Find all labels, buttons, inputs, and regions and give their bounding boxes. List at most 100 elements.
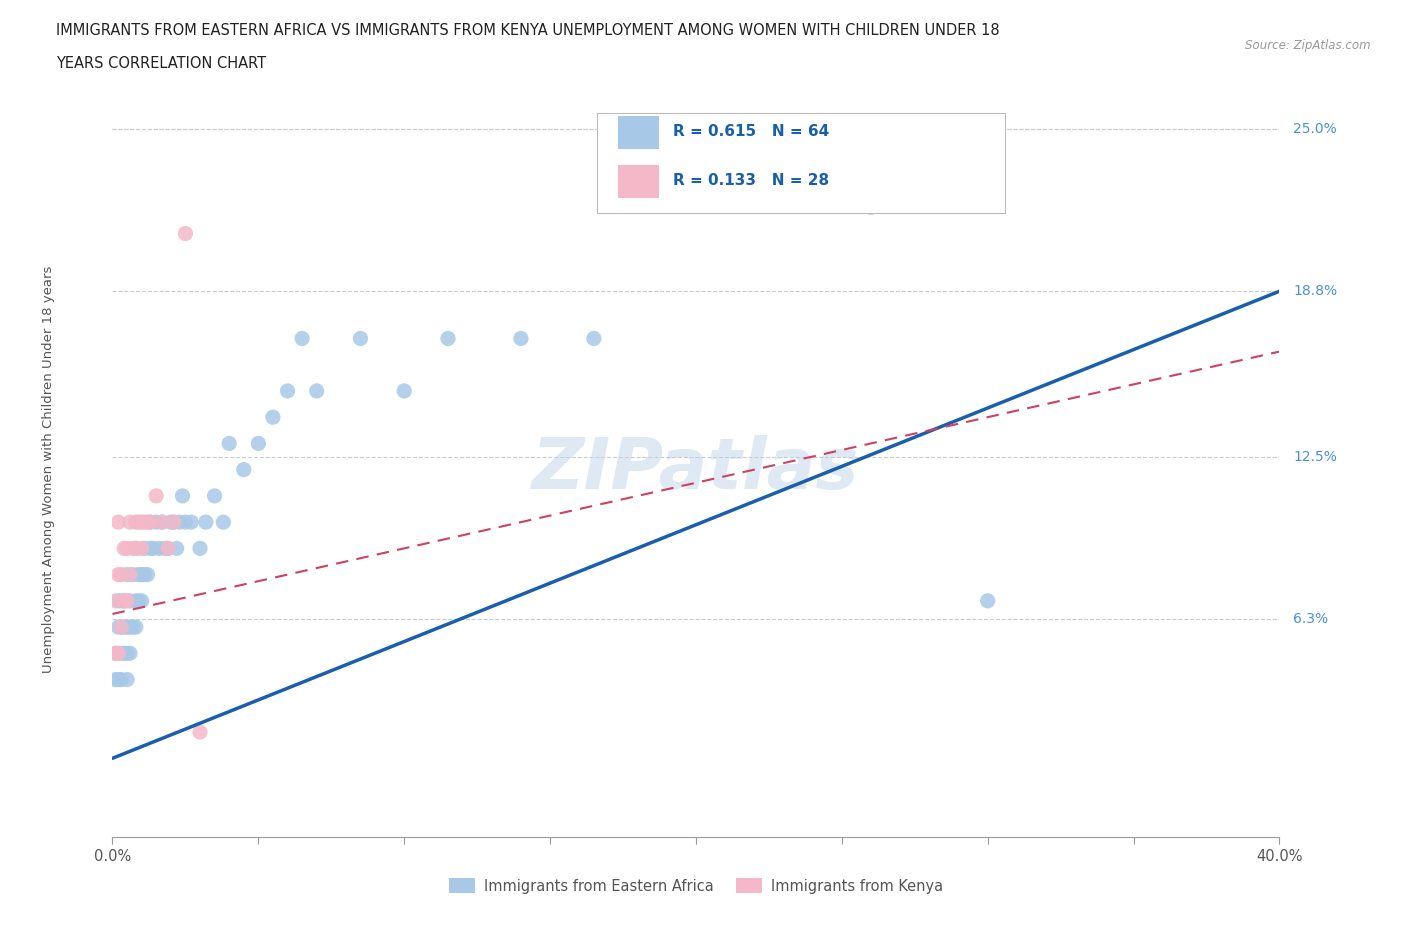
Point xyxy=(107,619,129,634)
Point xyxy=(145,488,167,503)
Point xyxy=(136,514,159,529)
Point xyxy=(163,514,186,529)
Point xyxy=(509,331,531,346)
Point xyxy=(125,619,148,634)
Point xyxy=(188,541,211,556)
Point xyxy=(118,645,141,660)
Point xyxy=(156,541,179,556)
Point xyxy=(104,593,127,608)
Text: 12.5%: 12.5% xyxy=(1294,449,1337,463)
Point xyxy=(262,410,284,425)
Text: R = 0.615   N = 64: R = 0.615 N = 64 xyxy=(672,125,830,140)
Point xyxy=(125,541,148,556)
Point xyxy=(582,331,605,346)
Text: R = 0.133   N = 28: R = 0.133 N = 28 xyxy=(672,173,828,189)
Point xyxy=(153,541,176,556)
Point xyxy=(122,567,145,582)
Text: Unemployment Among Women with Children Under 18 years: Unemployment Among Women with Children U… xyxy=(42,266,55,673)
Text: 25.0%: 25.0% xyxy=(1294,122,1337,136)
Point xyxy=(142,541,165,556)
Point xyxy=(148,541,170,556)
Point xyxy=(125,593,148,608)
Point xyxy=(156,541,179,556)
Point xyxy=(131,541,153,556)
Point xyxy=(139,541,162,556)
Point xyxy=(145,514,167,529)
Point xyxy=(139,514,162,529)
Point xyxy=(859,200,883,215)
Point xyxy=(150,514,173,529)
Point xyxy=(291,331,314,346)
Point xyxy=(112,619,135,634)
Point xyxy=(180,514,202,529)
Point xyxy=(128,593,150,608)
Point xyxy=(122,619,145,634)
Point xyxy=(232,462,254,477)
Text: 6.3%: 6.3% xyxy=(1294,612,1329,626)
Text: YEARS CORRELATION CHART: YEARS CORRELATION CHART xyxy=(56,56,266,71)
Point xyxy=(139,514,162,529)
Point xyxy=(166,541,188,556)
Point xyxy=(150,514,173,529)
Point xyxy=(212,514,235,529)
Point xyxy=(125,541,148,556)
Point xyxy=(118,514,141,529)
Point xyxy=(115,567,138,582)
Point xyxy=(976,593,998,608)
Point xyxy=(115,619,138,634)
FancyBboxPatch shape xyxy=(596,113,1005,213)
Point xyxy=(118,593,141,608)
Bar xyxy=(617,115,658,149)
Point xyxy=(110,672,132,687)
Point xyxy=(107,567,129,582)
Point xyxy=(194,514,217,529)
Point xyxy=(136,567,159,582)
Point xyxy=(104,645,127,660)
Point xyxy=(218,436,240,451)
Text: 18.8%: 18.8% xyxy=(1294,285,1337,299)
Point xyxy=(112,541,135,556)
Point xyxy=(128,514,150,529)
Point xyxy=(110,567,132,582)
Point xyxy=(118,567,141,582)
Point xyxy=(188,724,211,739)
Point xyxy=(349,331,371,346)
Point xyxy=(172,488,194,503)
Point xyxy=(392,383,416,398)
Point xyxy=(247,436,270,451)
Point xyxy=(115,541,138,556)
Point xyxy=(110,645,132,660)
Point xyxy=(169,514,191,529)
Point xyxy=(115,593,138,608)
Point xyxy=(107,645,129,660)
Point xyxy=(437,331,460,346)
Point xyxy=(131,514,153,529)
Point xyxy=(110,593,132,608)
Bar xyxy=(617,165,658,198)
Point xyxy=(112,593,135,608)
Point xyxy=(305,383,328,398)
Point xyxy=(115,672,138,687)
Point xyxy=(134,567,156,582)
Point xyxy=(107,514,129,529)
Point xyxy=(122,541,145,556)
Point xyxy=(128,567,150,582)
Text: IMMIGRANTS FROM EASTERN AFRICA VS IMMIGRANTS FROM KENYA UNEMPLOYMENT AMONG WOMEN: IMMIGRANTS FROM EASTERN AFRICA VS IMMIGR… xyxy=(56,23,1000,38)
Point xyxy=(107,672,129,687)
Point xyxy=(134,514,156,529)
Point xyxy=(125,514,148,529)
Legend: Immigrants from Eastern Africa, Immigrants from Kenya: Immigrants from Eastern Africa, Immigran… xyxy=(443,872,949,899)
Point xyxy=(174,514,197,529)
Point xyxy=(163,514,186,529)
Point xyxy=(134,541,156,556)
Point xyxy=(174,226,197,241)
Point xyxy=(115,645,138,660)
Text: ZIPatlas: ZIPatlas xyxy=(533,435,859,504)
Point xyxy=(110,619,132,634)
Point xyxy=(104,672,127,687)
Point xyxy=(107,593,129,608)
Point xyxy=(160,514,183,529)
Text: Source: ZipAtlas.com: Source: ZipAtlas.com xyxy=(1246,39,1371,52)
Point xyxy=(118,619,141,634)
Point xyxy=(110,619,132,634)
